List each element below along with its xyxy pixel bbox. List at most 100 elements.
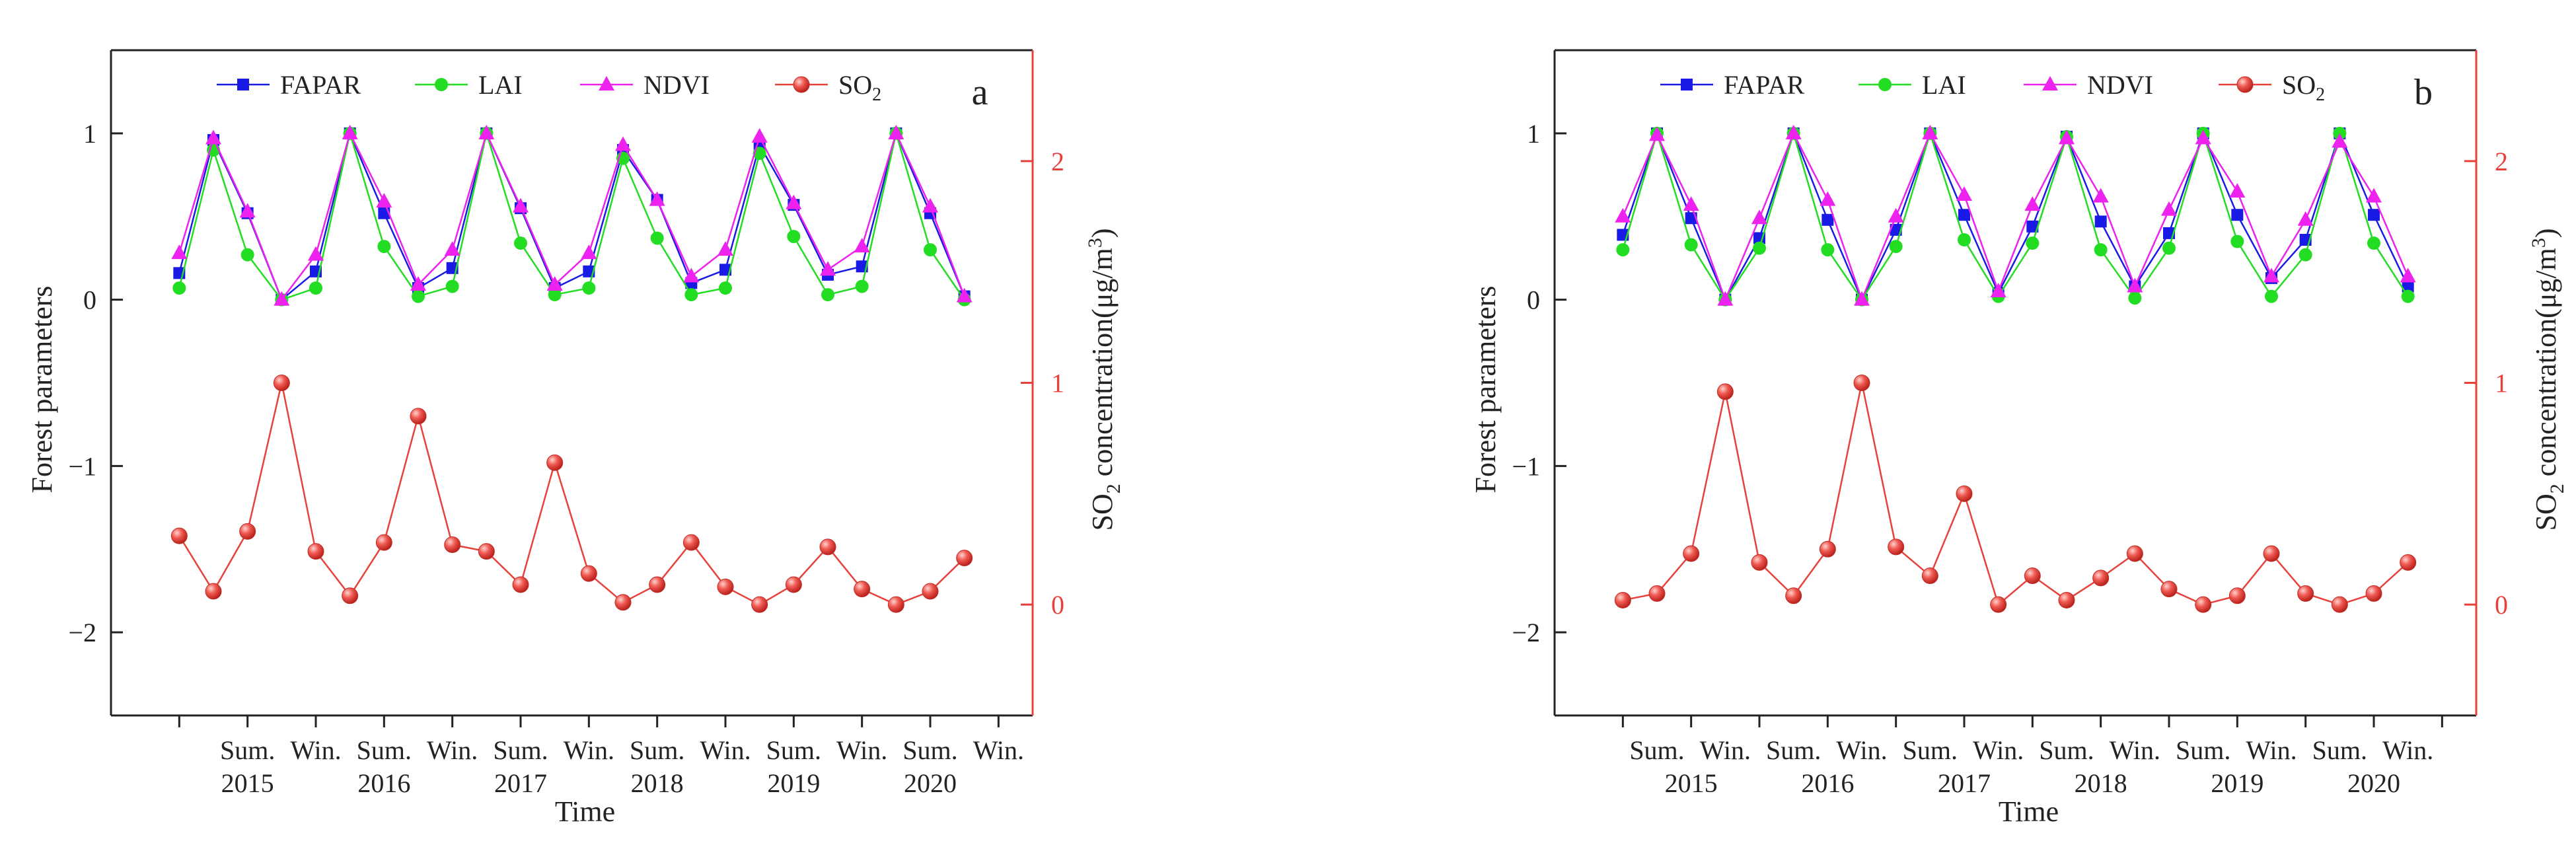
legend-marker [793,76,810,93]
data-point [650,231,664,245]
data-point [2263,268,2279,283]
season-label: Sum. [902,735,957,765]
legend-label-text: NDVI [2087,70,2153,100]
season-label: Win. [2246,735,2297,765]
data-point [1822,213,1834,226]
data-point [412,289,425,303]
right-y-axis-title: SO2 concentration(μg/m3) [1084,228,1124,530]
data-point [1922,124,1938,139]
season-label: Win. [1836,735,1887,765]
data-point [375,534,392,551]
season-label: Sum. [220,735,275,765]
data-point [2297,585,2314,602]
data-point [1616,243,1630,257]
year-label: 2020 [2347,768,2400,798]
data-point [956,550,973,567]
data-point [410,275,426,291]
data-point [1958,209,1970,221]
year-label: 2016 [1801,768,1854,798]
data-point [1889,240,1903,254]
data-point [2230,235,2244,248]
data-point [887,596,904,613]
data-point [2161,201,2177,216]
series-line [1622,131,2409,303]
data-point [751,128,768,143]
right-y-axis-title-part: SO [2530,494,2562,530]
data-point [2297,211,2314,226]
data-point [2026,237,2040,250]
data-point [2195,596,2212,613]
season-label: Win. [2382,735,2433,765]
data-point [239,523,256,540]
data-point [922,583,939,600]
data-point [478,124,495,139]
chart-panel-b: −2 −1 0 1 0 1 2 Sum. Win. Sum. Win. Sum. Win. Sum. Win… [1469,49,2568,828]
series-line [1623,383,2409,606]
right-y-axis-title-superscript: 3 [1084,238,1106,248]
data-point [614,594,632,611]
data-point [445,279,459,293]
data-point [308,246,324,261]
data-point [581,244,597,260]
data-point [307,543,324,560]
data-point [2026,220,2039,233]
data-point [513,198,529,213]
right-y-tick-label: 0 [2495,590,2508,620]
right-y-axis-title-subscript: 2 [2546,484,2568,494]
data-point [649,191,665,206]
data-point [1785,124,1802,139]
year-label: 2019 [767,768,820,798]
data-point [1853,375,1870,391]
legend-label: NDVI [644,70,710,100]
data-point [751,596,768,613]
year-label: 2017 [1938,768,1991,798]
data-point [1615,207,1631,223]
data-point [240,248,254,262]
left-y-tick-label: 1 [83,119,96,149]
left-y-tick-label: −1 [68,451,96,481]
data-point [342,587,359,604]
year-label: 2015 [1665,768,1718,798]
x-axis-title: Time [555,795,615,828]
data-point [1648,585,1666,602]
year-label: 2019 [2211,768,2263,798]
data-point [2401,289,2415,303]
legend-label-text: FAPAR [1724,70,1805,100]
panel-label: b [2414,72,2433,113]
data-point [2400,268,2416,283]
data-point [786,194,802,209]
left-y-tick-label: 0 [83,285,96,315]
legend-label-subscript: 2 [872,85,881,105]
legend-label-text: SO [2282,70,2316,100]
legend: FAPAR LAI NDVI SO2 [217,70,881,105]
data-point [2229,182,2246,198]
season-label: Sum. [1629,735,1684,765]
data-point [2059,129,2075,145]
season-label: Win. [2110,735,2160,765]
legend-item: FAPAR [217,70,361,100]
data-point [1888,207,1904,223]
legend-item: LAI [415,70,523,100]
data-point [717,578,734,595]
season-label: Win. [700,735,751,765]
season-label: Sum. [2039,735,2094,765]
year-label: 2016 [357,768,410,798]
season-label: Sum. [2176,735,2230,765]
data-point [615,136,631,151]
legend-marker [2042,76,2058,91]
data-point [1819,540,1836,558]
data-point [2127,277,2143,293]
legend-marker [2236,76,2254,93]
left-y-tick-label: 1 [1527,119,1540,149]
data-point [2195,129,2211,145]
data-point [1990,596,2007,613]
legend-label: FAPAR [280,70,361,100]
season-label: Win. [973,735,1024,765]
legend: FAPAR LAI NDVI SO2 [1660,70,2325,105]
data-point [854,581,871,598]
chart-panel-a: −2 −1 0 1 0 1 2 Sum. Win. Sum. Win. Sum. Win. Sum. Win… [26,49,1124,828]
data-point [2092,188,2109,203]
left-y-axis-title: Forest parameters [26,286,58,494]
series-line [178,383,965,606]
